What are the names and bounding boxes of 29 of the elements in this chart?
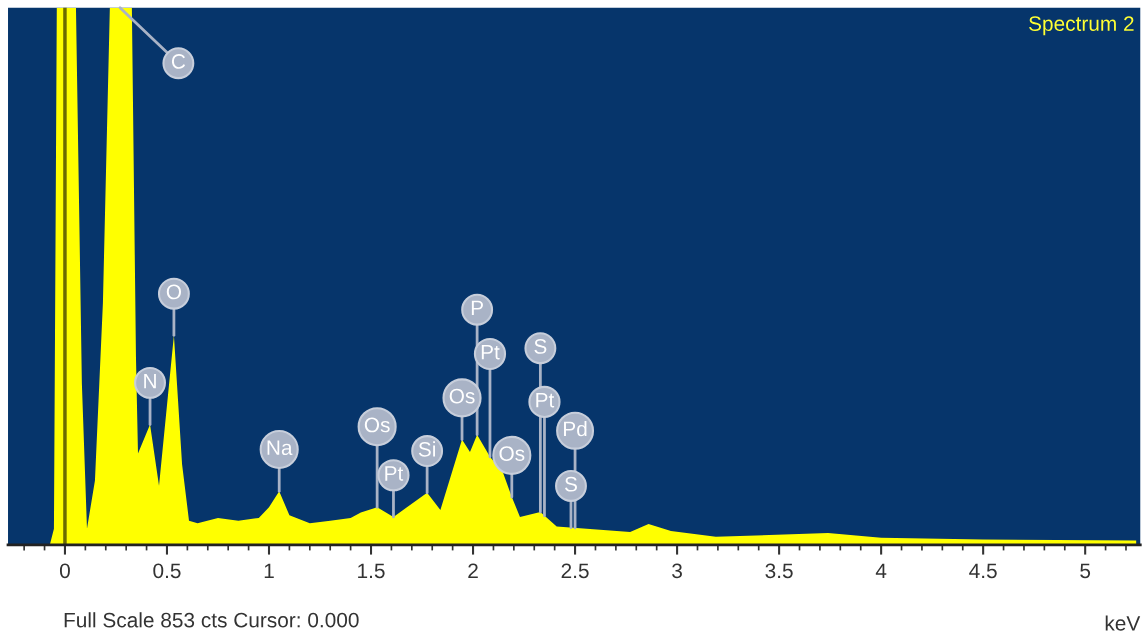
x-tick-label: 2 (468, 563, 478, 579)
annotation: Pt (481, 345, 500, 360)
annotation: Os (449, 388, 475, 404)
x-tick-label: 0.5 (153, 563, 181, 579)
annotation: S (564, 476, 577, 492)
annotation: Si (418, 441, 435, 457)
annotation: Os (364, 417, 390, 433)
x-tick-label: 4.5 (969, 563, 997, 579)
text: Full Scale 853 cts Cursor: 0.000 (64, 612, 359, 628)
annotation: Pt (385, 466, 404, 481)
annotation: Pt (536, 393, 555, 408)
annotation: Pd (564, 421, 587, 437)
chart-title: Spectrum 2 (1029, 16, 1134, 36)
annotation: Na (267, 440, 293, 456)
annotation: S (534, 339, 547, 354)
annotation: N (144, 373, 156, 389)
x-tick-label: 3 (672, 563, 682, 579)
annotation: O (166, 284, 182, 300)
x-tick-label: 3.5 (765, 563, 793, 579)
x-tick-label: 4 (875, 563, 887, 579)
x-tick-label: 5 (1080, 563, 1091, 579)
x-tick-label: 2.5 (561, 563, 589, 579)
x-tick-label: 1.5 (358, 563, 385, 579)
annotation: P (471, 300, 483, 316)
x-tick-label: 1 (264, 563, 274, 579)
annotation: C (171, 54, 186, 69)
x-axis-title: keV (1105, 615, 1141, 631)
annotation: Os (499, 446, 525, 461)
x-tick-label: 0 (59, 563, 70, 579)
